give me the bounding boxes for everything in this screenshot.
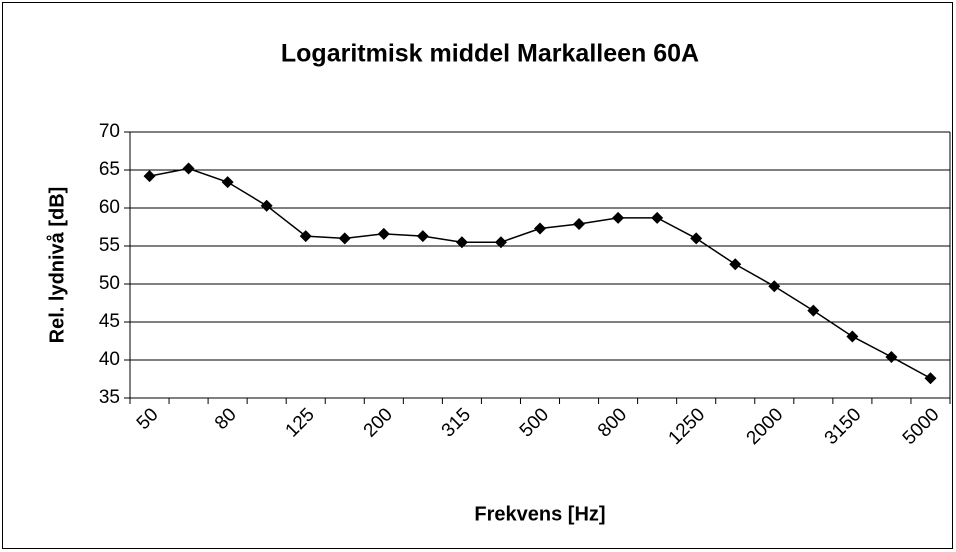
marker: [416, 230, 429, 243]
marker: [494, 236, 507, 249]
y-tick-label: 50: [99, 273, 120, 294]
marker: [221, 176, 234, 189]
marker: [651, 211, 664, 224]
marker: [338, 232, 351, 245]
marker: [768, 280, 781, 293]
y-tick-label: 70: [99, 121, 120, 142]
marker: [885, 350, 898, 363]
marker: [455, 236, 468, 249]
marker: [377, 227, 390, 240]
marker: [534, 222, 546, 235]
y-tick-label: 35: [99, 387, 120, 408]
y-tick-label: 45: [99, 311, 120, 332]
marker: [612, 211, 625, 224]
y-tick-label: 55: [99, 235, 120, 256]
y-tick-label: 65: [99, 159, 120, 180]
marker: [807, 304, 820, 317]
marker: [846, 330, 859, 343]
marker: [260, 199, 273, 212]
marker: [143, 170, 156, 183]
marker: [573, 217, 586, 230]
marker: [729, 258, 742, 271]
marker: [299, 230, 312, 243]
marker: [182, 162, 195, 175]
x-axis-title: Frekvens [Hz]: [474, 503, 605, 525]
y-tick-label: 40: [99, 349, 120, 370]
y-tick-label: 60: [99, 197, 120, 218]
marker: [924, 372, 937, 385]
chart-title: Logaritmisk middel Markalleen 60A: [281, 40, 699, 68]
y-axis-title: Rel. lydnivå [dB]: [45, 187, 68, 344]
marker: [690, 232, 703, 245]
